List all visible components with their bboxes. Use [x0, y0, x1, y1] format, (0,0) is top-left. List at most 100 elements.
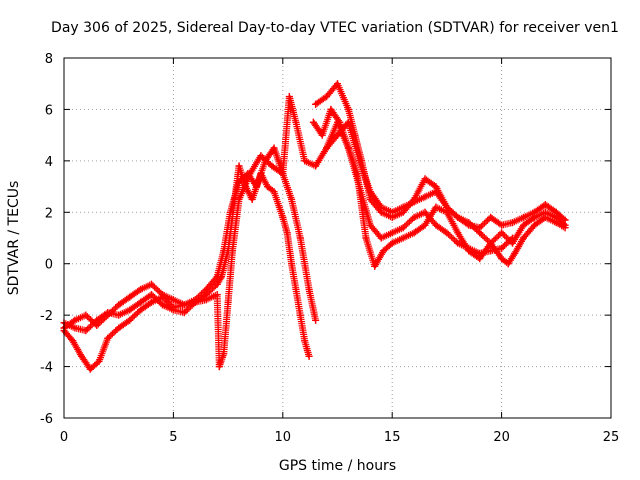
data-point	[421, 193, 429, 201]
data-point	[126, 293, 134, 301]
data-point	[504, 260, 512, 268]
data-point	[285, 93, 293, 101]
y-tick-label: 4	[45, 155, 53, 170]
data-point	[334, 131, 341, 139]
data-point	[366, 188, 374, 196]
data-point	[213, 291, 221, 299]
data-point	[454, 229, 462, 237]
data-point	[137, 298, 145, 306]
data-point	[158, 301, 166, 309]
data-point	[509, 219, 517, 227]
data-point	[104, 311, 112, 319]
data-point	[355, 157, 363, 165]
data-point	[388, 239, 396, 247]
series-markers	[60, 144, 320, 373]
y-tick-label: 8	[45, 52, 53, 67]
data-point	[279, 170, 287, 178]
data-point	[421, 208, 429, 216]
series-1	[60, 162, 313, 360]
data-point	[476, 255, 484, 263]
data-point	[519, 213, 527, 221]
data-point	[327, 105, 335, 113]
data-point	[344, 118, 352, 126]
data-point	[312, 162, 320, 170]
data-point	[78, 352, 86, 360]
y-tick-label: -6	[40, 412, 53, 427]
data-point	[246, 170, 254, 178]
data-point	[336, 118, 344, 126]
data-point	[148, 280, 156, 288]
y-tick-label: -2	[40, 309, 53, 324]
data-point	[158, 291, 166, 299]
data-point	[235, 195, 243, 203]
data-point	[292, 118, 300, 126]
data-point	[318, 131, 326, 139]
data-point	[288, 195, 296, 203]
data-point	[248, 195, 256, 203]
x-tick-label: 5	[169, 430, 177, 445]
data-point	[432, 203, 440, 211]
data-point	[371, 262, 379, 270]
data-point	[296, 311, 304, 319]
data-point	[263, 183, 271, 191]
data-point	[388, 229, 396, 237]
data-point	[454, 239, 462, 247]
data-point	[410, 213, 418, 221]
data-point	[283, 229, 291, 237]
data-point	[443, 203, 451, 211]
data-point	[115, 311, 123, 319]
data-point	[169, 296, 177, 304]
data-point	[202, 296, 210, 304]
x-tick-label: 15	[384, 430, 401, 445]
grid	[64, 58, 611, 418]
data-point	[213, 273, 221, 281]
data-point	[137, 306, 145, 314]
data-point	[519, 234, 527, 242]
data-point	[323, 144, 331, 152]
data-point	[180, 301, 188, 309]
y-tick-label: -4	[40, 361, 53, 376]
data-point	[148, 291, 156, 299]
data-point	[215, 363, 223, 371]
x-tick-label: 20	[493, 430, 510, 445]
axes: 0 5 10 15 20 25 -6 -4 -2 0 2 4 6 8	[40, 52, 619, 445]
data-point	[104, 334, 112, 342]
data-point	[498, 244, 506, 252]
data-point	[519, 221, 527, 229]
data-point	[511, 249, 519, 257]
data-point	[432, 221, 440, 229]
data-point	[115, 324, 123, 332]
data-point	[487, 213, 495, 221]
data-point	[235, 162, 243, 170]
data-point	[366, 195, 374, 203]
data-point	[362, 234, 370, 242]
data-point	[115, 301, 123, 309]
series-6	[323, 118, 569, 268]
data-point	[476, 229, 484, 237]
data-point	[541, 201, 549, 209]
data-point	[180, 309, 188, 317]
data-point	[220, 350, 228, 358]
data-point	[86, 365, 94, 373]
data-point	[305, 285, 313, 293]
y-axis-label: SDTVAR / TECUs	[6, 181, 22, 296]
data-point	[530, 221, 538, 229]
data-point	[82, 311, 90, 319]
data-point	[399, 234, 407, 242]
data-point	[69, 337, 77, 345]
series-markers	[60, 93, 516, 371]
data-point	[301, 157, 309, 165]
plot-frame	[63, 57, 612, 419]
data-point	[312, 316, 320, 324]
data-point	[432, 188, 440, 196]
data-point	[191, 298, 199, 306]
data-point	[377, 234, 385, 242]
data-point	[487, 247, 495, 255]
data-point	[226, 208, 234, 216]
data-point	[202, 285, 210, 293]
data-point	[228, 247, 236, 255]
data-point	[305, 352, 313, 360]
data-point	[541, 213, 549, 221]
data-point	[309, 118, 317, 126]
